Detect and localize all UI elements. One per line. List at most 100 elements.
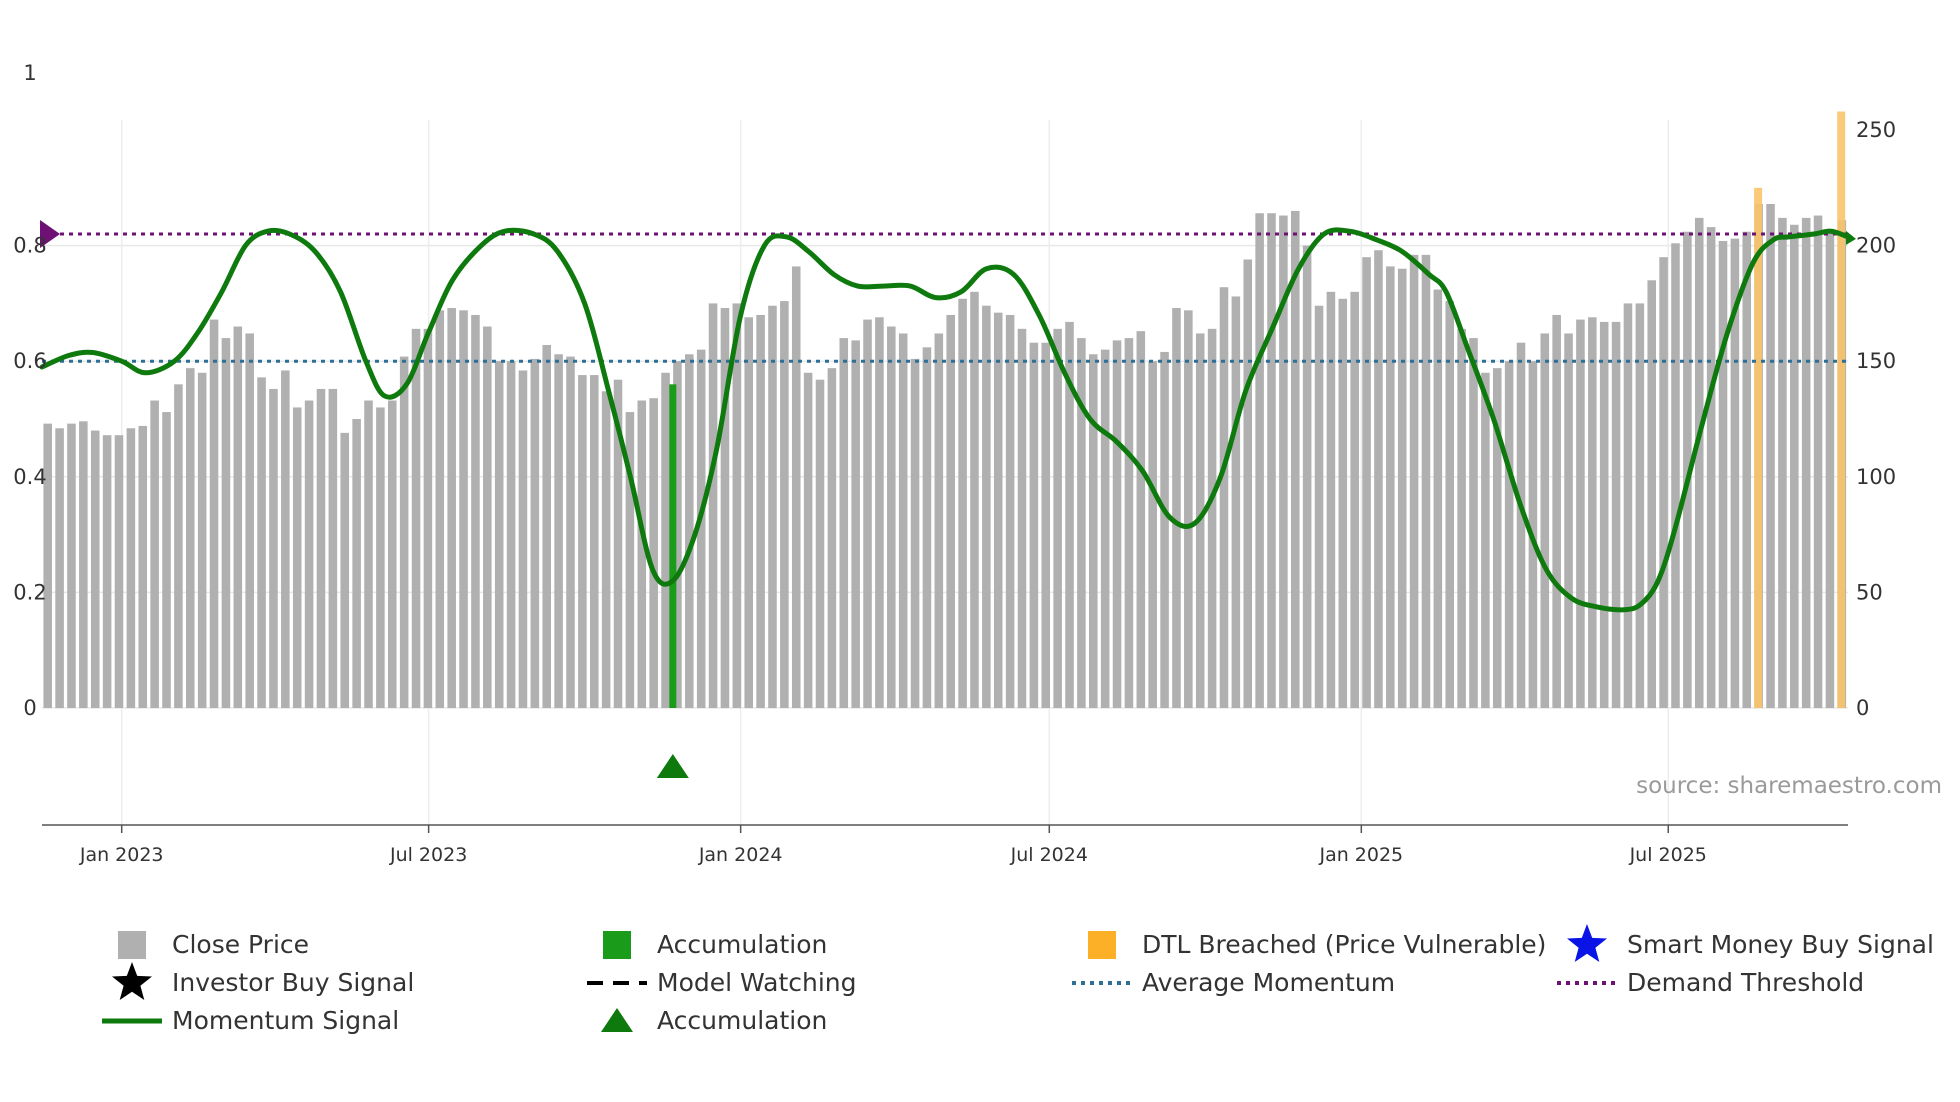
price-bar: [1219, 287, 1229, 708]
star-icon: [1567, 924, 1607, 962]
x-tick-label: Jul 2024: [1010, 844, 1088, 866]
price-bar: [1243, 259, 1253, 708]
price-bar: [1005, 314, 1015, 708]
price-bar: [1386, 266, 1395, 708]
price-bar: [1718, 240, 1728, 708]
price-bar: [1623, 303, 1633, 708]
price-bar: [435, 310, 445, 708]
price-bar: [1314, 305, 1324, 708]
x-tick-label: Jul 2025: [1629, 844, 1707, 866]
price-bar: [518, 370, 528, 708]
price-bar: [352, 419, 361, 708]
price-bar: [1397, 268, 1407, 708]
price-bar: [1504, 361, 1514, 708]
price-bar: [708, 303, 718, 708]
left-tick-label: 0.4: [13, 465, 46, 489]
price-bar: [162, 412, 171, 708]
price-bar: [780, 301, 789, 708]
source-label: source: sharemaestro.com: [1636, 773, 1942, 799]
price-bar: [1100, 349, 1110, 708]
price-bar: [1017, 328, 1027, 708]
right-tick-label: 100: [1856, 465, 1896, 489]
left-tick-label: 0.6: [13, 349, 46, 373]
price-bar: [685, 354, 694, 708]
price-bar: [803, 372, 813, 708]
price-bar: [1124, 338, 1134, 708]
price-bar: [696, 349, 706, 708]
price-bar: [387, 400, 397, 708]
price-bar: [887, 326, 896, 708]
price-bar: [1813, 215, 1823, 708]
price-bar: [447, 308, 456, 708]
price-bar: [637, 400, 647, 708]
price-bar: [649, 398, 658, 708]
price-bar: [625, 412, 635, 708]
price-bar: [542, 345, 552, 708]
price-bar: [898, 333, 908, 708]
price-bar: [55, 428, 64, 708]
price-bar: [257, 377, 266, 708]
price-bar: [506, 361, 516, 708]
legend-label: Demand Threshold: [1627, 968, 1864, 997]
right-tick-label: 250: [1856, 118, 1896, 142]
dtl-breached-bars: [1754, 111, 1846, 709]
legend-label: Accumulation: [657, 930, 827, 959]
accumulation-marker: [656, 754, 689, 778]
price-bar: [364, 400, 373, 708]
legend-swatch-dtl-breached: [1088, 931, 1116, 959]
price-bar: [732, 303, 742, 708]
price-bar: [459, 310, 468, 708]
price-bar: [910, 358, 920, 708]
price-bar: [1825, 229, 1835, 708]
price-bar: [1790, 224, 1799, 709]
price-bar: [827, 368, 837, 708]
price-bar: [1778, 217, 1787, 708]
price-bar: [1421, 254, 1431, 708]
price-bar: [209, 319, 219, 708]
price-bar: [1148, 361, 1157, 708]
right-tick-label: 0: [1856, 696, 1869, 720]
price-bar: [471, 314, 480, 708]
price-bar: [993, 312, 1003, 708]
price-bar: [1053, 328, 1062, 708]
price-bar: [1742, 231, 1752, 708]
price-bar: [815, 379, 825, 708]
price-bar: [946, 314, 955, 708]
price-bar: [791, 266, 801, 708]
price-bar: [1564, 333, 1573, 708]
price-bar: [756, 314, 765, 708]
price-bar: [1433, 289, 1443, 708]
accumulation-layer: [656, 384, 689, 778]
price-bar: [340, 432, 350, 708]
momentum-signal-line: [39, 227, 1851, 613]
dtl-breached-bar: [1837, 111, 1846, 708]
price-bar: [1112, 340, 1122, 708]
legend-label: Close Price: [172, 930, 309, 959]
price-bar: [566, 356, 575, 708]
price-bar: [863, 319, 872, 708]
price-bar: [186, 368, 195, 708]
price-bar: [1255, 213, 1264, 708]
price-bar: [90, 430, 100, 708]
price-bar: [934, 333, 944, 708]
left-tick-label: 0.2: [13, 580, 46, 604]
legend-swatch-accumulation: [603, 931, 631, 959]
price-bar: [1457, 328, 1466, 708]
price-bar: [245, 333, 254, 708]
price-bar: [399, 356, 409, 708]
price-bar: [982, 305, 991, 708]
close-price-bars: [43, 203, 1847, 709]
demand-threshold-marker: [40, 220, 60, 249]
price-bar: [1611, 321, 1621, 708]
axes: 0 0.2 0.4 0.6 0.8 1 0 50 100 150 200 250 Jan 2023 Jul…: [13, 61, 1896, 866]
price-bar: [1516, 342, 1526, 708]
price-bar: [1089, 354, 1098, 708]
legend-swatch-close-price: [118, 931, 146, 959]
price-bar: [138, 425, 148, 708]
price-bar: [1290, 210, 1300, 709]
price-bar: [1694, 217, 1704, 708]
price-bar: [1338, 298, 1348, 708]
price-bar: [233, 326, 243, 708]
price-bar: [1671, 243, 1680, 708]
price-bar: [1279, 215, 1288, 708]
